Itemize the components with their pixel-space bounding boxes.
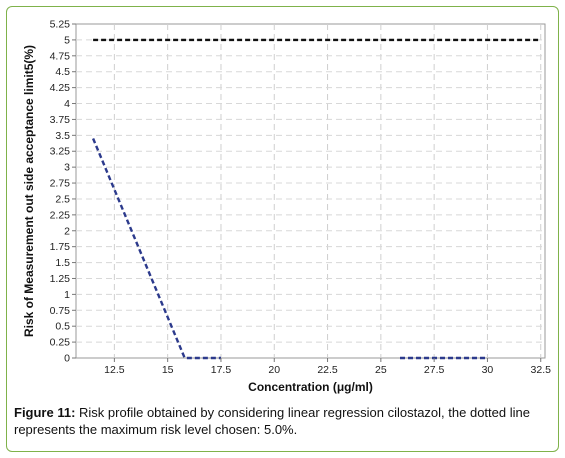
y-tick-label-7: 1.75 bbox=[50, 241, 71, 253]
plot-border bbox=[75, 23, 546, 359]
y-tick-label-21: 5.25 bbox=[50, 19, 71, 31]
x-axis-title: Concentration (μg/ml) bbox=[248, 380, 373, 394]
x-tick-label-3: 20 bbox=[268, 364, 280, 376]
y-tick-label-18: 4.5 bbox=[55, 66, 70, 78]
series-layer bbox=[91, 38, 539, 360]
caption-text: Risk profile obtained by considering lin… bbox=[14, 405, 530, 437]
y-tick-label-10: 2.5 bbox=[55, 193, 70, 205]
x-tick-label-2: 17.5 bbox=[211, 364, 232, 376]
risk-profile-chart: 12.5 15 17.5 20 22.5 25 27.5 30 32.5 00.250.50.7… bbox=[22, 19, 551, 395]
figure-caption: Figure 11: Risk profile obtained by cons… bbox=[14, 404, 544, 438]
y-axis-ticks: 0 0.25 0.5 0.75 1 1.25 1.5 1.75 2 2.25 2.5 2.75 3 3.2… bbox=[50, 19, 76, 365]
x-tick-label-8: 32.5 bbox=[531, 364, 552, 376]
y-tick-label-14: 3.5 bbox=[55, 130, 70, 142]
y-tick-label-17: 4.25 bbox=[50, 82, 71, 94]
grid-lines bbox=[76, 24, 545, 358]
x-tick-label-0: 12.5 bbox=[104, 364, 125, 376]
y-tick-label-19: 4.75 bbox=[50, 50, 71, 62]
y-tick-label-16: 4 bbox=[64, 98, 70, 110]
y-tick-label-11: 2.75 bbox=[50, 178, 71, 190]
y-tick-label-3: 0.75 bbox=[50, 305, 71, 317]
caption-lead: Figure 11: bbox=[14, 405, 76, 420]
y-tick-label-1: 0.25 bbox=[50, 337, 71, 349]
y-tick-label-5: 1.25 bbox=[50, 273, 71, 285]
y-tick-label-9: 2.25 bbox=[50, 209, 71, 221]
y-tick-label-13: 3.25 bbox=[50, 146, 71, 158]
x-tick-label-6: 27.5 bbox=[424, 364, 445, 376]
x-tick-label-5: 25 bbox=[375, 364, 387, 376]
y-tick-label-12: 3 bbox=[64, 162, 70, 174]
x-tick-label-4: 22.5 bbox=[317, 364, 338, 376]
y-tick-label-8: 2 bbox=[64, 225, 70, 237]
y-tick-label-2: 0.5 bbox=[55, 321, 70, 333]
y-tick-label-20: 5 bbox=[64, 34, 70, 46]
x-tick-label-1: 15 bbox=[162, 364, 174, 376]
plot-area bbox=[75, 23, 546, 359]
x-axis-ticks: 12.5 15 17.5 20 22.5 25 27.5 30 32.5 bbox=[104, 358, 551, 376]
y-tick-label-15: 3.75 bbox=[50, 114, 71, 126]
y-axis-title: Risk of Measurement out side acceptance … bbox=[22, 45, 36, 337]
y-tick-label-4: 1 bbox=[64, 289, 70, 301]
y-tick-label-0: 0 bbox=[64, 353, 70, 365]
x-tick-label-7: 30 bbox=[482, 364, 494, 376]
y-tick-label-6: 1.5 bbox=[55, 257, 70, 269]
